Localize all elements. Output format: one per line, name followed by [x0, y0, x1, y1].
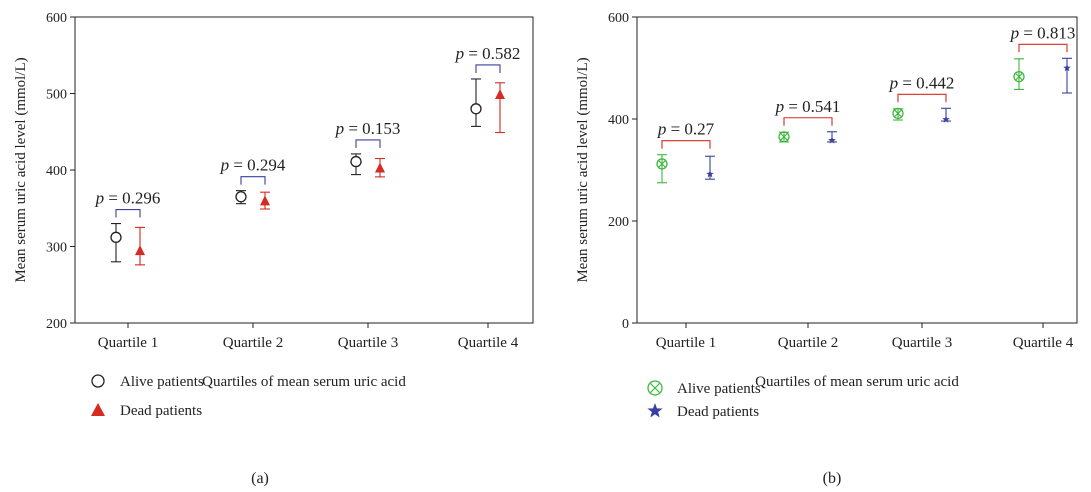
data-point-group [656, 154, 668, 184]
legend-marker-dead [647, 403, 663, 418]
data-point-group [110, 223, 122, 263]
data-point-marker [892, 107, 904, 120]
data-point-marker [110, 231, 122, 243]
legend-marker-alive-ring [647, 380, 663, 396]
plot-frame [636, 16, 1078, 324]
significance-bracket [661, 140, 711, 149]
legend-label: Alive patients [677, 381, 761, 397]
panel-label: (a) [251, 470, 269, 487]
data-point-marker [495, 89, 505, 100]
data-point-marker-ring [892, 107, 904, 120]
legend-label: Dead patients [120, 403, 202, 419]
data-point-marker [375, 162, 385, 173]
legend-marker-dead [91, 403, 105, 416]
x-tick-label: Quartile 2 [778, 335, 838, 351]
legend-label: Alive patients [120, 374, 204, 390]
data-point-marker-ring [778, 131, 790, 143]
data-point-group [705, 155, 715, 180]
y-tick-label: 300 [46, 241, 67, 256]
data-point-marker-ring [656, 158, 668, 170]
y-tick-label: 500 [46, 88, 67, 103]
x-tick-label: Quartile 3 [338, 335, 398, 351]
p-value-label: p = 0.582 [455, 44, 521, 63]
data-point-marker-cross [894, 109, 902, 117]
data-point-group [235, 190, 247, 205]
significance-bracket [115, 209, 141, 218]
data-point-group [892, 107, 904, 121]
x-tick-label: Quartile 4 [458, 335, 519, 351]
legend-label: Dead patients [677, 404, 759, 420]
legend-marker-alive [647, 380, 663, 396]
data-point-marker [235, 191, 247, 203]
data-point-group [470, 78, 482, 127]
chart-panel-b: 0 200 400 600 Quartile 1 Quartile 2 Quartile 3… [575, 11, 1078, 487]
x-axis-label: Quartiles of mean serum uric acid [202, 374, 406, 390]
y-axis-label: Mean serum uric acid level (mmol/L) [13, 57, 29, 282]
data-point-marker-cross [658, 160, 666, 168]
data-point-marker [778, 131, 790, 143]
data-point-marker [1063, 64, 1071, 72]
data-point-group [778, 131, 790, 143]
data-point-group [350, 153, 362, 176]
significance-bracket [475, 64, 501, 73]
data-point-marker [1013, 71, 1025, 83]
y-tick-label: 600 [46, 11, 67, 26]
legend-marker-alive [91, 374, 105, 388]
y-tick-label: 400 [608, 113, 629, 128]
chart-panel-a: 200 300 400 500 600 Quartile 1 Quartile 2 Quart… [13, 11, 534, 487]
data-point-group [941, 107, 951, 123]
data-point-marker [706, 170, 714, 178]
p-value-label: p = 0.541 [775, 97, 841, 116]
data-point-group [495, 82, 505, 134]
p-value-label: p = 0.442 [889, 73, 955, 92]
x-tick-label: Quartile 2 [223, 335, 283, 351]
y-tick-label: 200 [608, 215, 629, 230]
y-tick-label: 0 [622, 317, 629, 332]
data-point-group [260, 191, 270, 210]
legend-marker-alive-cross [650, 383, 660, 393]
panel-label: (b) [823, 470, 842, 487]
legend: Alive patients Dead patients [647, 380, 761, 420]
y-tick-label: 600 [608, 11, 629, 26]
data-point-marker [942, 115, 950, 123]
y-axis-label: Mean serum uric acid level (mmol/L) [575, 57, 591, 282]
x-axis-label: Quartiles of mean serum uric acid [755, 374, 959, 390]
x-tick-label: Quartile 1 [98, 335, 158, 351]
data-point-marker-ring [1013, 71, 1025, 83]
significance-bracket [783, 117, 833, 126]
significance-bracket [355, 139, 381, 148]
x-tick-label: Quartile 4 [1013, 335, 1074, 351]
data-point-marker [135, 245, 145, 256]
data-point-marker-cross [1015, 73, 1023, 81]
data-point-group [827, 131, 837, 144]
y-tick-label: 400 [46, 164, 67, 179]
data-point-marker [470, 103, 482, 115]
p-value-label: p = 0.296 [95, 189, 161, 208]
data-point-marker [828, 136, 836, 144]
p-value-label: p = 0.294 [220, 156, 286, 175]
data-point-group [1013, 58, 1025, 90]
legend: Alive patients Dead patients [91, 374, 204, 419]
significance-bracket [897, 93, 947, 103]
x-tick-label: Quartile 1 [656, 335, 716, 351]
data-point-group [1062, 57, 1072, 94]
significance-bracket [240, 176, 266, 185]
data-point-group [135, 226, 145, 266]
p-value-label: p = 0.27 [657, 120, 715, 139]
x-tick-label: Quartile 3 [892, 335, 952, 351]
data-point-marker [656, 158, 668, 170]
data-point-marker [260, 195, 270, 206]
p-value-label: p = 0.153 [335, 119, 401, 138]
p-value-label: p = 0.813 [1010, 23, 1076, 42]
y-tick-label: 200 [46, 317, 67, 332]
significance-bracket [1018, 43, 1068, 53]
data-point-group [375, 157, 385, 178]
data-point-marker [350, 155, 362, 168]
data-point-marker-cross [780, 133, 788, 141]
